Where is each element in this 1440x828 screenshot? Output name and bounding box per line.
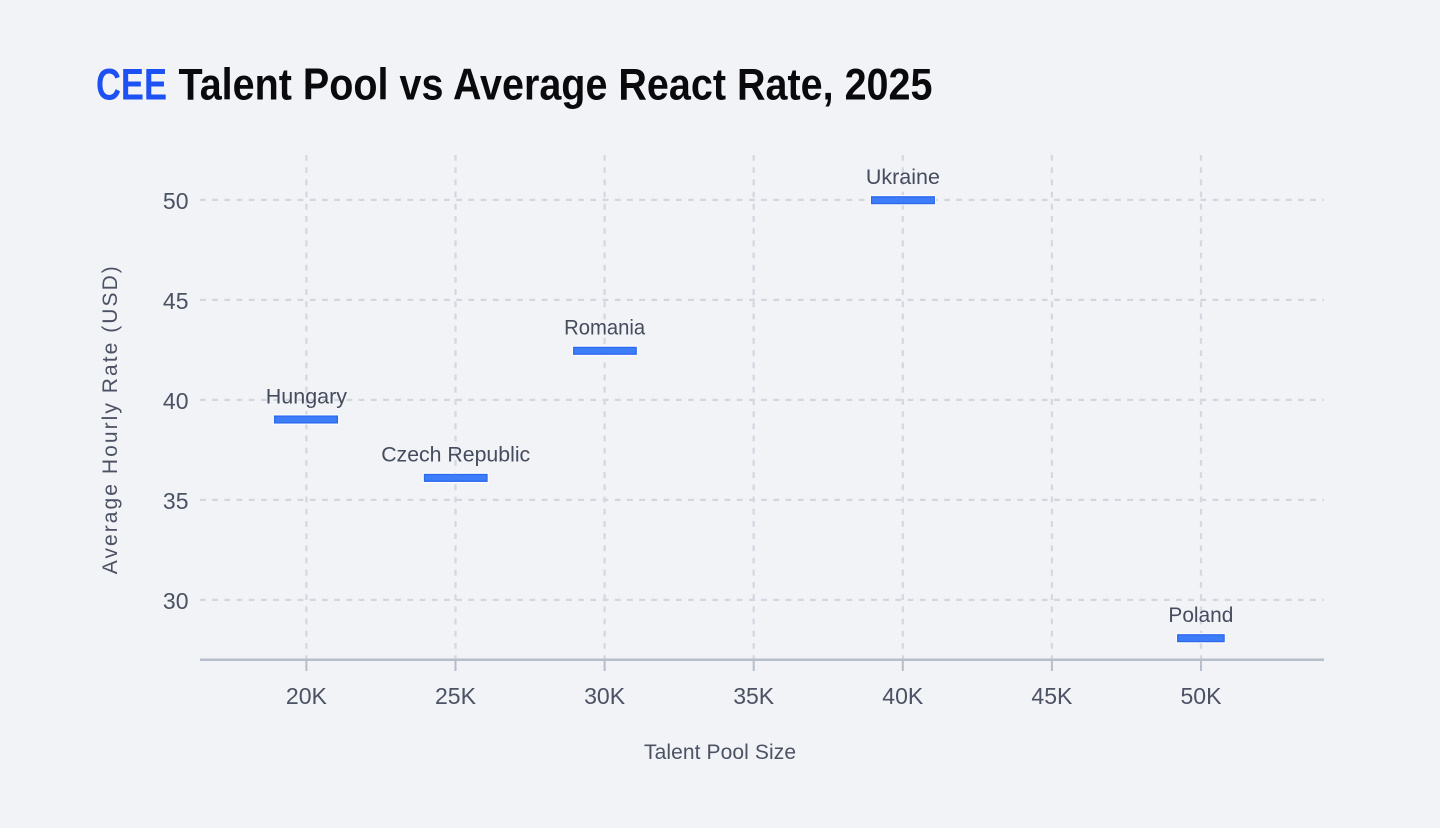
svg-text:Talent Pool Size: Talent Pool Size [644, 741, 796, 764]
svg-text:Hungary: Hungary [266, 385, 348, 409]
svg-text:40K: 40K [882, 683, 924, 709]
svg-text:Czech Republic: Czech Republic [381, 443, 530, 467]
svg-text:Romania: Romania [564, 316, 645, 340]
svg-text:30K: 30K [584, 683, 626, 709]
svg-text:50K: 50K [1181, 683, 1223, 709]
svg-text:50: 50 [163, 188, 189, 214]
svg-text:Talent Pool vs Average React R: Talent Pool vs Average React Rate, 2025 [179, 61, 933, 110]
svg-text:CEE: CEE [96, 61, 167, 110]
svg-text:Poland: Poland [1168, 603, 1233, 627]
svg-text:20K: 20K [286, 683, 328, 709]
svg-text:Ukraine: Ukraine [866, 165, 940, 189]
svg-text:35: 35 [163, 488, 189, 514]
svg-text:45: 45 [163, 288, 189, 314]
svg-text:35K: 35K [733, 683, 775, 709]
svg-text:30: 30 [163, 588, 189, 614]
svg-text:40: 40 [163, 388, 189, 414]
svg-text:45K: 45K [1031, 683, 1073, 709]
svg-text:Average Hourly Rate (USD): Average Hourly Rate (USD) [99, 266, 122, 574]
svg-text:25K: 25K [435, 683, 477, 709]
